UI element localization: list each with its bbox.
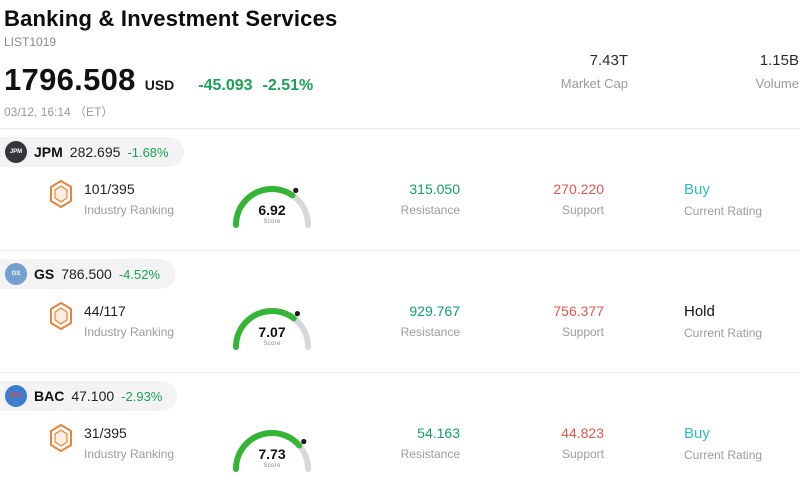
ranking-label: Industry Ranking xyxy=(84,203,175,217)
stock-pill[interactable]: GS GS 786.500 -4.52% xyxy=(0,259,176,289)
ranking-label: Industry Ranking xyxy=(84,325,175,339)
stock-price: 47.100 xyxy=(71,388,115,404)
stock-ticker: GS xyxy=(34,266,55,282)
ranking-value: 31/395 xyxy=(84,425,127,441)
ranking-text: 44/117 Industry Ranking xyxy=(84,301,174,339)
ranking-column: 31/395 Industry Ranking xyxy=(48,423,216,461)
resistance-metric: 54.163 Resistance xyxy=(328,423,460,461)
market-cap-stat: 7.43T Market Cap xyxy=(561,52,628,91)
stock-section: JPM JPM 282.695 -1.68% 101/395 Industry … xyxy=(0,128,800,250)
gauge-marker-dot xyxy=(294,311,300,317)
resistance-label: Resistance xyxy=(400,447,460,461)
rating-value: Buy xyxy=(684,181,710,198)
stock-price: 282.695 xyxy=(69,144,121,160)
ranking-text: 31/395 Industry Ranking xyxy=(84,423,174,461)
resistance-metric: 315.050 Resistance xyxy=(328,179,460,217)
list-id: LIST1019 xyxy=(4,35,57,49)
stock-change: -4.52% xyxy=(118,266,161,282)
rating-label: Current Rating xyxy=(684,204,763,218)
support-value: 756.377 xyxy=(553,303,604,319)
support-metric: 756.377 Support xyxy=(460,301,604,339)
score-value: 6.92 xyxy=(258,202,286,218)
ranking-value: 101/395 xyxy=(84,181,135,197)
score-gauge: 7.07 Score xyxy=(216,297,328,359)
rating-value: Hold xyxy=(684,303,715,320)
stock-logo-icon: JPM xyxy=(5,141,27,163)
stock-row[interactable]: 101/395 Industry Ranking 6.92 Score 315.… xyxy=(0,179,800,237)
resistance-label: Resistance xyxy=(400,325,460,339)
stock-ticker: JPM xyxy=(34,144,63,160)
timestamp: 03/12, 16:14 （ET） xyxy=(4,105,114,119)
price-change-percent: -2.51% xyxy=(262,77,314,94)
stock-section: GS GS 786.500 -4.52% 44/117 Industry Ran… xyxy=(0,250,800,372)
stock-change: -1.68% xyxy=(127,144,169,160)
ranking-column: 44/117 Industry Ranking xyxy=(48,301,216,339)
market-cap-value: 7.43T xyxy=(589,52,628,69)
header: Banking & Investment Services LIST1019 1… xyxy=(0,0,800,128)
ranking-badge-icon xyxy=(48,301,74,339)
support-metric: 44.823 Support xyxy=(460,423,604,461)
gauge-marker-dot xyxy=(301,438,307,445)
price-change: -45.093 xyxy=(198,77,253,94)
support-label: Support xyxy=(561,325,604,339)
stock-section: BAC BAC 47.100 -2.93% 31/395 Industry Ra… xyxy=(0,372,800,488)
stock-logo-icon: GS xyxy=(5,263,27,285)
resistance-label: Resistance xyxy=(400,203,460,217)
rating-block: Buy Current Rating xyxy=(684,423,762,462)
stock-pill[interactable]: BAC BAC 47.100 -2.93% xyxy=(0,381,178,411)
stock-list: JPM JPM 282.695 -1.68% 101/395 Industry … xyxy=(0,128,800,488)
stock-row[interactable]: 44/117 Industry Ranking 7.07 Score 929.7… xyxy=(0,301,800,359)
ranking-value: 44/117 xyxy=(84,303,126,319)
support-metric: 270.220 Support xyxy=(460,179,604,217)
score-value: 7.07 xyxy=(258,324,286,340)
stock-logo-icon: BAC xyxy=(5,385,27,407)
stock-price: 786.500 xyxy=(61,266,112,282)
currency-label: USD xyxy=(144,77,175,93)
score-label: Score xyxy=(263,341,281,347)
support-label: Support xyxy=(561,447,604,461)
score-value: 7.73 xyxy=(258,446,286,462)
support-value: 270.220 xyxy=(553,181,604,197)
ranking-text: 101/395 Industry Ranking xyxy=(84,179,174,217)
volume-stat: 1.15B Volume xyxy=(756,52,799,91)
ranking-label: Industry Ranking xyxy=(84,447,175,461)
page-title: Banking & Investment Services xyxy=(4,6,338,31)
support-value: 44.823 xyxy=(561,425,604,441)
rating-label: Current Rating xyxy=(684,326,763,340)
rating-value: Buy xyxy=(684,425,710,442)
score-gauge: 6.92 Score xyxy=(216,175,328,237)
resistance-value: 929.767 xyxy=(409,303,460,319)
stock-row[interactable]: 31/395 Industry Ranking 7.73 Score 54.16… xyxy=(0,423,800,481)
ranking-column: 101/395 Industry Ranking xyxy=(48,179,216,217)
price-row: 1796.508 USD -45.093 -2.51% xyxy=(4,62,800,98)
support-label: Support xyxy=(561,203,604,217)
score-gauge: 7.73 Score xyxy=(216,419,328,481)
volume-value: 1.15B xyxy=(759,52,799,69)
resistance-value: 54.163 xyxy=(417,425,460,441)
volume-label: Volume xyxy=(755,76,799,91)
ranking-badge-icon xyxy=(48,423,74,461)
rating-block: Hold Current Rating xyxy=(684,301,762,340)
gauge-marker-dot xyxy=(293,187,299,193)
resistance-value: 315.050 xyxy=(409,181,460,197)
rating-block: Buy Current Rating xyxy=(684,179,762,218)
stock-ticker: BAC xyxy=(34,388,65,404)
stock-change: -2.93% xyxy=(121,388,163,404)
stock-pill[interactable]: JPM JPM 282.695 -1.68% xyxy=(0,137,184,167)
score-label: Score xyxy=(263,219,281,225)
market-cap-label: Market Cap xyxy=(560,76,628,91)
score-label: Score xyxy=(263,463,281,469)
rating-label: Current Rating xyxy=(684,448,763,462)
index-price: 1796.508 xyxy=(4,62,136,97)
ranking-badge-icon xyxy=(48,179,74,217)
resistance-metric: 929.767 Resistance xyxy=(328,301,460,339)
